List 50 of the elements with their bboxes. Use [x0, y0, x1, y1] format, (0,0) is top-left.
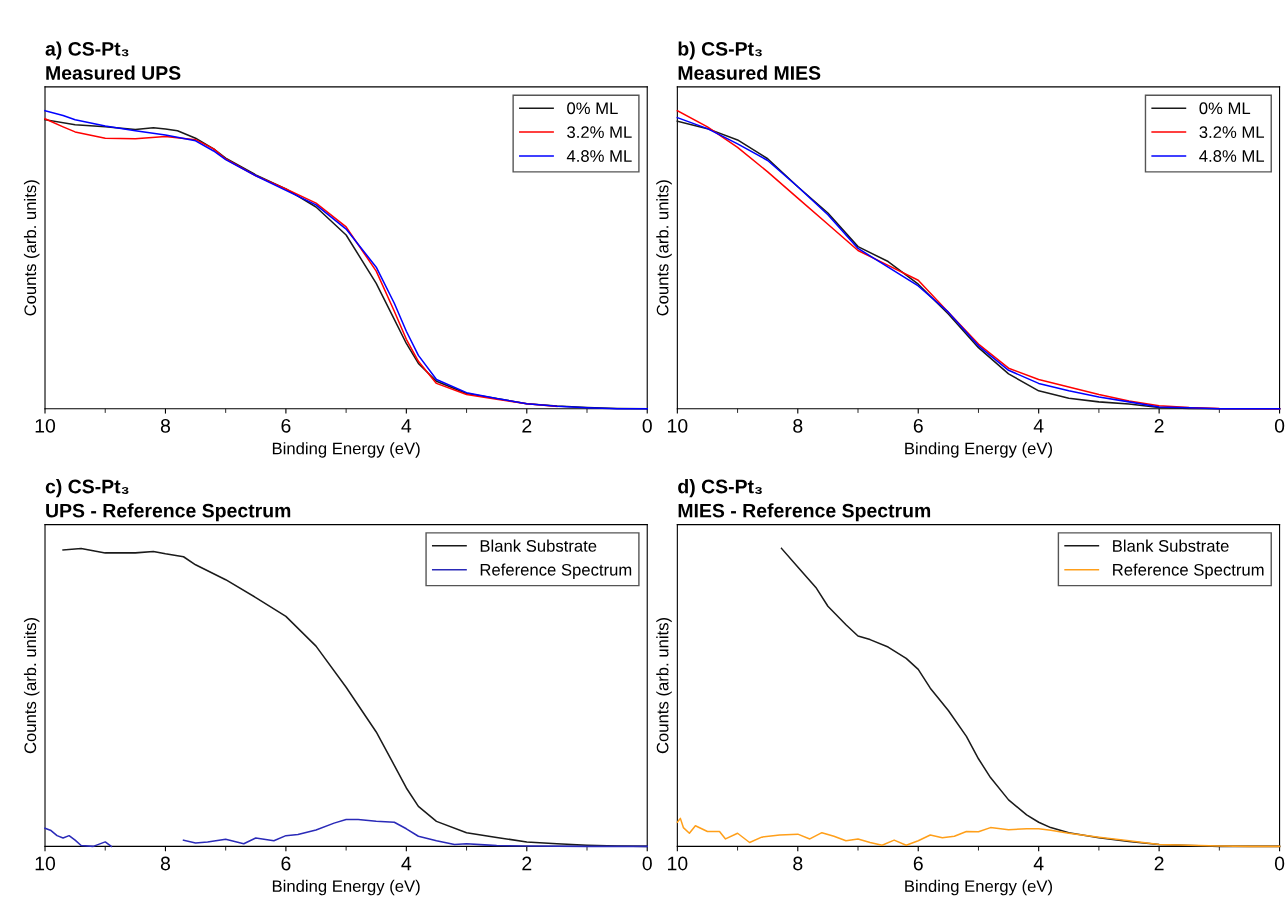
legend-label: 0% ML [1199, 102, 1251, 115]
x-tick-label: 2 [1154, 418, 1164, 433]
chart-subtitle: Measured UPS [46, 65, 181, 80]
x-axis-title: Binding Energy (eV) [905, 879, 1052, 896]
x-axis-title: Binding Energy (eV) [905, 442, 1052, 458]
chart-title: b) CS-Pt₃ [678, 41, 762, 60]
legend-label: 4.8% ML [1199, 150, 1265, 162]
chart-title: d) CS-Pt₃ [678, 479, 762, 498]
x-tick-label: 10 [35, 418, 56, 433]
chart-title: c) CS-Pt₃ [45, 479, 129, 498]
x-tick-label: 0 [1274, 418, 1285, 433]
x-tick-label: 2 [522, 856, 532, 871]
y-axis-title: Counts (arb. units) [656, 617, 672, 754]
x-tick-label: 4 [1033, 856, 1044, 871]
x-tick-label: 0 [1274, 856, 1285, 871]
x-tick-label: 2 [522, 418, 532, 433]
y-axis-title: Counts (arb. units) [23, 180, 40, 316]
legend-label: Blank Substrate [480, 539, 597, 552]
legend-label: 3.2% ML [567, 126, 632, 139]
x-tick-label: 10 [668, 856, 688, 871]
x-tick-label: 4 [1033, 419, 1044, 433]
y-axis-title: Counts (arb. units) [656, 180, 672, 316]
x-tick-label: 8 [793, 856, 803, 871]
legend-label: Reference Spectrum [1113, 563, 1264, 579]
legend-label: 3.2% ML [1199, 126, 1265, 139]
x-tick-label: 6 [913, 418, 923, 433]
x-tick-label: 6 [281, 418, 291, 433]
legend-label: 0% ML [567, 102, 618, 115]
x-tick-label: 2 [1154, 856, 1164, 871]
x-tick-label: 0 [642, 418, 652, 433]
legend-label: Reference Spectrum [480, 563, 632, 579]
x-axis-title: Binding Energy (eV) [272, 442, 420, 458]
x-tick-label: 8 [160, 856, 171, 871]
x-tick-label: 8 [793, 418, 803, 433]
x-tick-label: 4 [401, 419, 412, 433]
chart-subtitle: UPS - Reference Spectrum [46, 503, 291, 522]
legend-label: Blank Substrate [1113, 539, 1229, 552]
x-tick-label: 8 [160, 418, 171, 433]
x-tick-label: 0 [642, 856, 652, 871]
x-tick-label: 4 [401, 856, 412, 871]
chart-title: a) CS-Pt₃ [45, 41, 129, 60]
x-tick-label: 6 [913, 856, 923, 871]
x-tick-label: 10 [35, 856, 56, 871]
x-tick-label: 10 [668, 418, 688, 433]
x-axis-title: Binding Energy (eV) [272, 879, 420, 896]
chart-subtitle: MIES - Reference Spectrum [678, 503, 931, 522]
chart-subtitle: Measured MIES [678, 65, 821, 80]
legend-label: 4.8% ML [566, 150, 632, 162]
y-axis-title: Counts (arb. units) [23, 617, 40, 754]
x-tick-label: 6 [281, 856, 291, 871]
